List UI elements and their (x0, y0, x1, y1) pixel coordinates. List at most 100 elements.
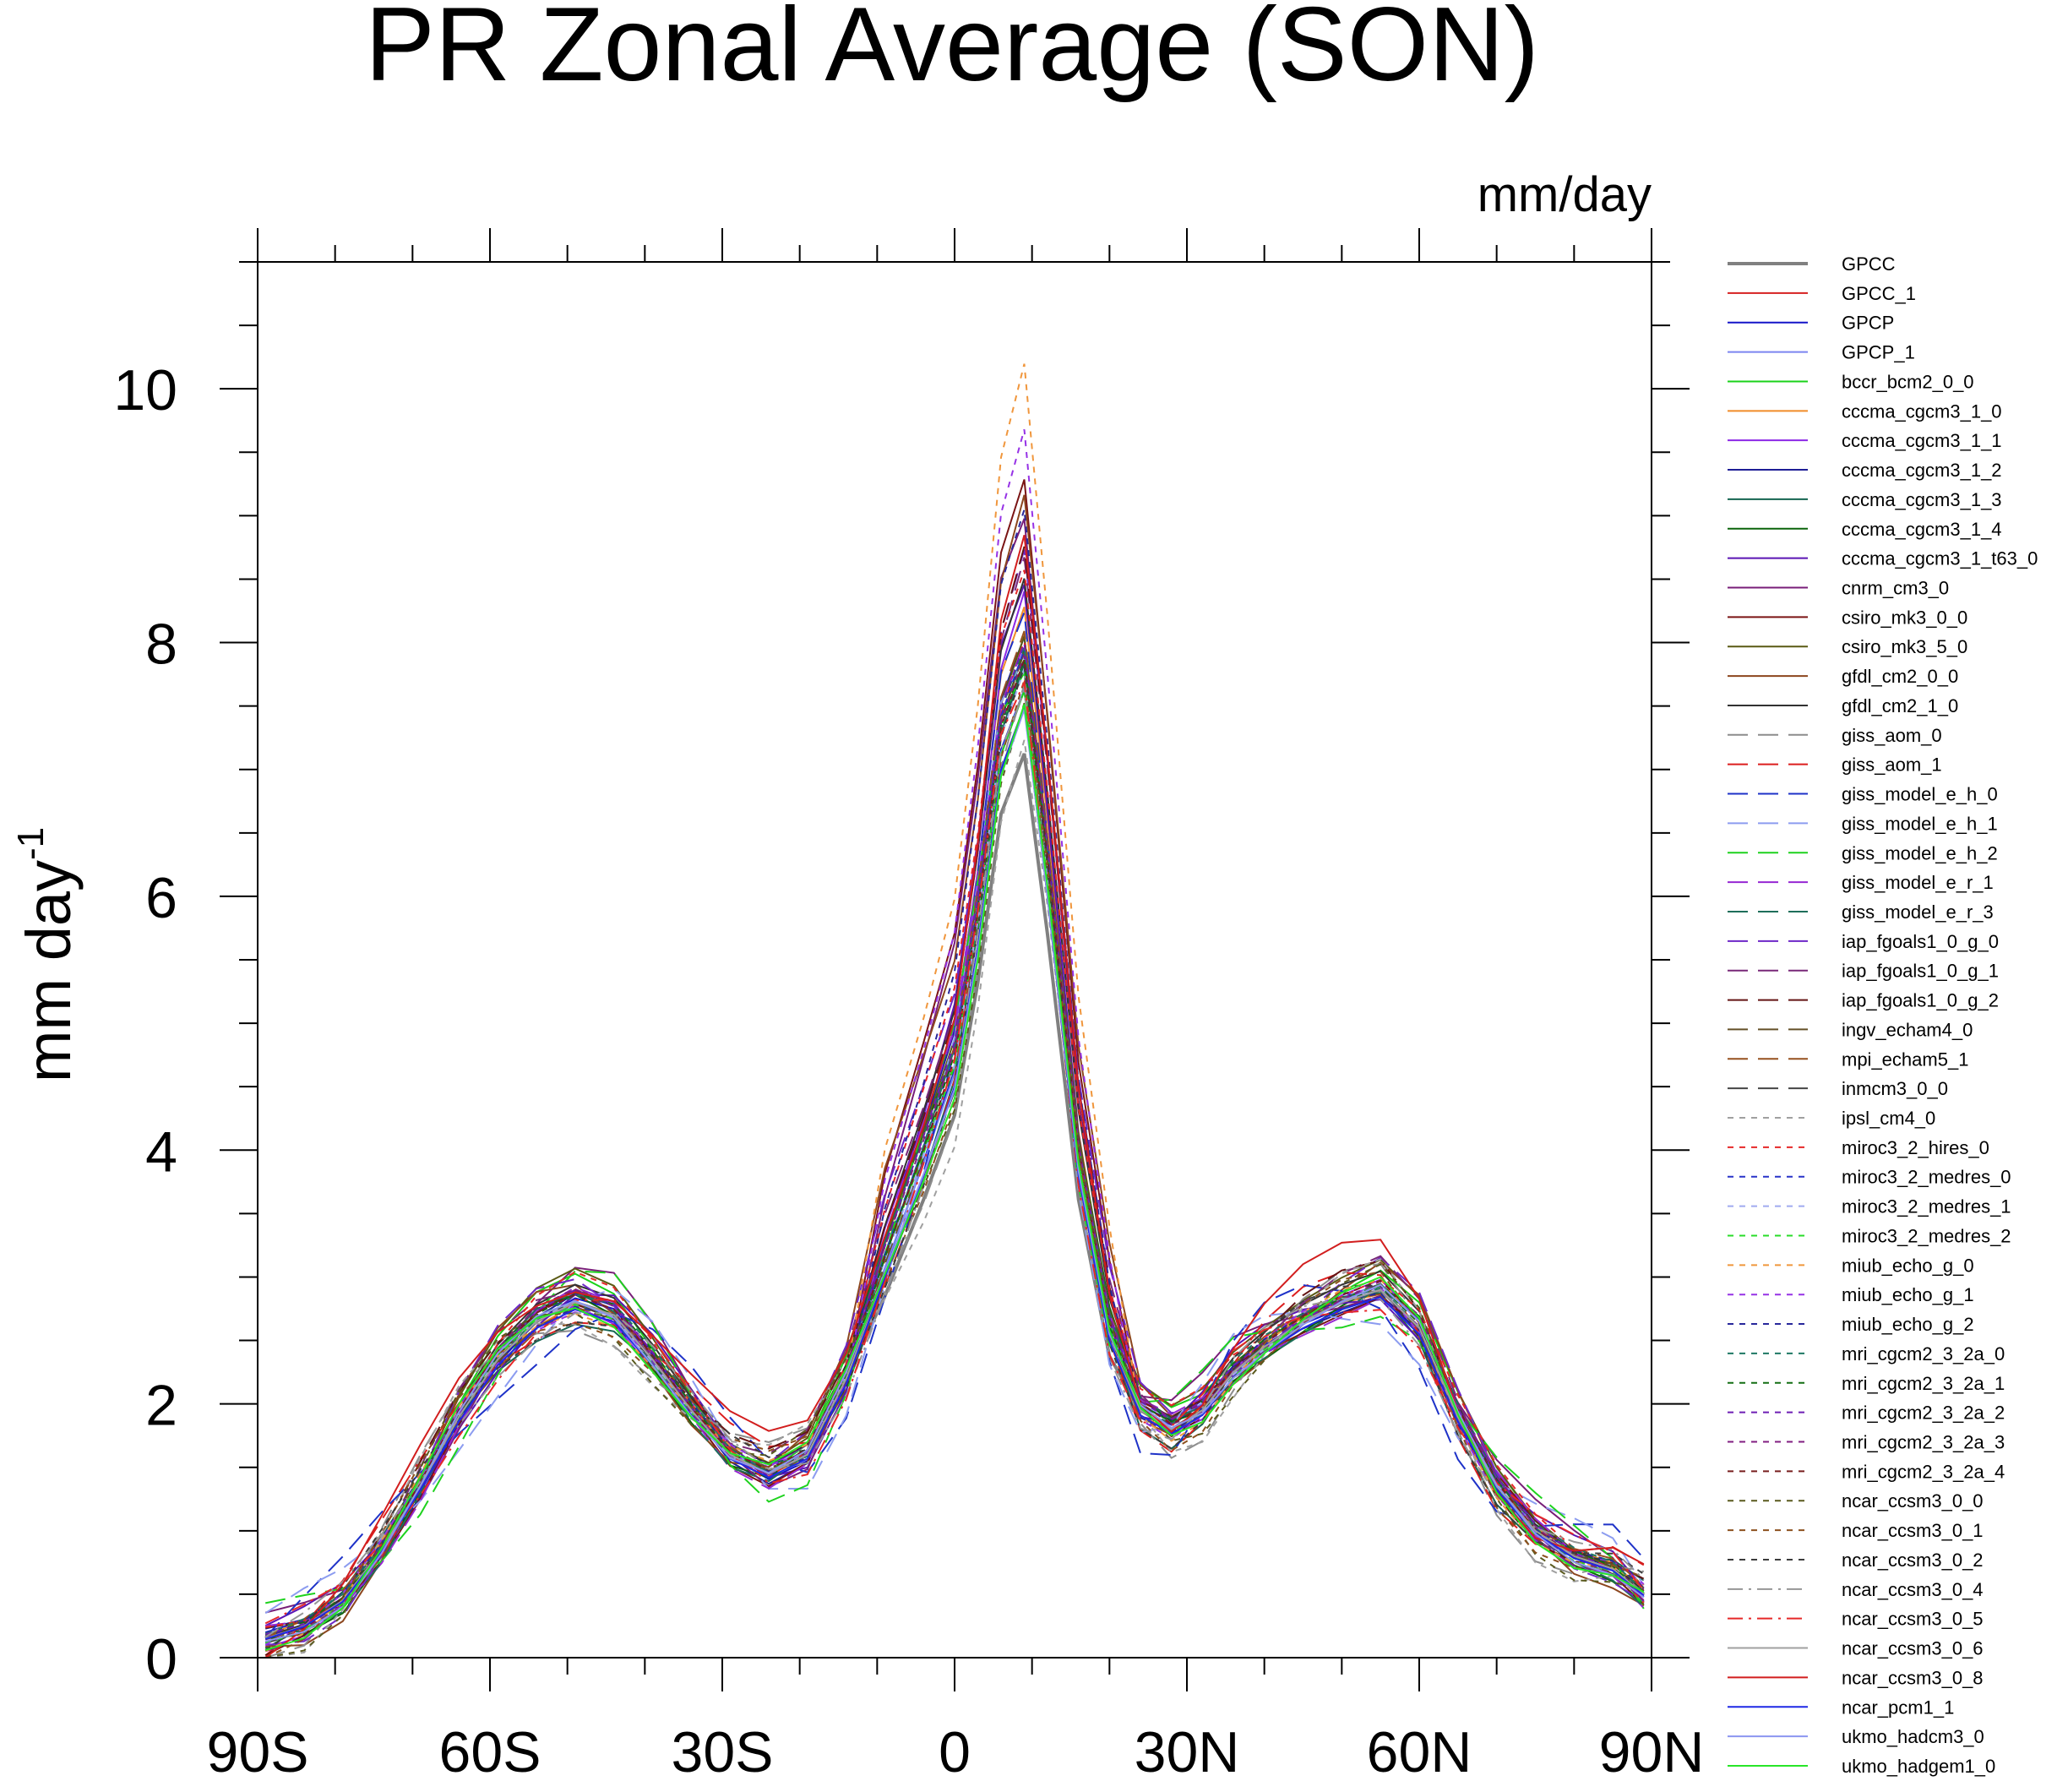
legend-label-csiro_mk3_0_0: csiro_mk3_0_0 (1842, 607, 1967, 628)
series-line-giss_aom_0 (264, 684, 1644, 1659)
legend-label-mri_cgcm2_3_2a_4: mri_cgcm2_3_2a_4 (1842, 1461, 2005, 1482)
legend-label-bccr_bcm2_0_0: bccr_bcm2_0_0 (1842, 371, 1974, 392)
legend-label-ncar_ccsm3_0_5: ncar_ccsm3_0_5 (1842, 1609, 1984, 1630)
series-line-inmcm3_0_0 (264, 707, 1645, 1644)
series-line-ncar_ccsm3_0_1 (264, 679, 1645, 1659)
legend-label-ncar_ccsm3_0_6: ncar_ccsm3_0_6 (1842, 1638, 1984, 1659)
series-line-GPCC (264, 753, 1646, 1641)
legend-label-giss_model_e_h_1: giss_model_e_h_1 (1842, 813, 1998, 834)
y-axis-label: mm day-1 (10, 827, 84, 1082)
legend-label-cccma_cgcm3_1_3: cccma_cgcm3_1_3 (1842, 489, 2002, 510)
series-line-miroc3_2_medres_0 (264, 648, 1645, 1640)
series-line-mri_cgcm2_3_2a_4 (264, 658, 1645, 1641)
series-line-mri_cgcm2_3_2a_3 (265, 655, 1645, 1637)
x-tick-label: 30S (672, 1720, 774, 1784)
legend-label-mri_cgcm2_3_2a_2: mri_cgcm2_3_2a_2 (1842, 1403, 2005, 1424)
series-line-gfdl_cm2_0_0 (265, 494, 1645, 1648)
legend-label-mri_cgcm2_3_2a_3: mri_cgcm2_3_2a_3 (1842, 1432, 2005, 1453)
legend-label-inmcm3_0_0: inmcm3_0_0 (1842, 1078, 1948, 1099)
y-tick-label: 10 (113, 358, 177, 422)
series-line-miroc3_2_medres_2 (264, 657, 1645, 1644)
legend-label-ingv_echam4_0: ingv_echam4_0 (1842, 1019, 1973, 1040)
legend-label-giss_model_e_h_2: giss_model_e_h_2 (1842, 842, 1998, 863)
x-tick-label: 0 (939, 1720, 971, 1784)
x-tick-label: 90S (207, 1720, 309, 1784)
x-tick-label: 90N (1599, 1720, 1705, 1784)
legend-label-ukmo_hadgem1_0: ukmo_hadgem1_0 (1842, 1756, 1995, 1777)
y-tick-label: 0 (145, 1627, 177, 1691)
legend-label-GPCP_1: GPCP_1 (1842, 342, 1915, 363)
axis-ticks: 90S 60S 30S 0 30N 60N 90N 0 2 4 6 8 10 (113, 228, 1704, 1784)
legend-label-miroc3_2_hires_0: miroc3_2_hires_0 (1842, 1137, 1989, 1158)
legend-label-mri_cgcm2_3_2a_0: mri_cgcm2_3_2a_0 (1842, 1343, 2005, 1364)
legend-label-ncar_ccsm3_0_0: ncar_ccsm3_0_0 (1842, 1490, 1984, 1511)
series-line-giss_model_e_h_2 (265, 669, 1645, 1610)
legend-label-ukmo_hadcm3_0: ukmo_hadcm3_0 (1842, 1726, 1984, 1747)
series-line-giss_model_e_h_0 (264, 612, 1645, 1638)
x-tick-label: 60S (439, 1720, 541, 1784)
legend-label-gfdl_cm2_0_0: gfdl_cm2_0_0 (1842, 666, 1958, 687)
legend-label-cccma_cgcm3_1_0: cccma_cgcm3_1_0 (1842, 400, 2002, 422)
series-line-mpi_echam5_1 (264, 630, 1645, 1639)
series-line-mri_cgcm2_3_2a_0 (264, 646, 1645, 1635)
legend-label-miroc3_2_medres_0: miroc3_2_medres_0 (1842, 1167, 2011, 1188)
series-line-giss_model_e_h_1 (264, 654, 1645, 1615)
series-line-iap_fgoals1_0_g_2 (264, 546, 1645, 1656)
series-line-cccma_cgcm3_1_3 (264, 662, 1645, 1650)
legend: GPCC GPCC_1 GPCP GPCP_1 bccr_bcm2_0_0 cccma_c… (1728, 253, 2038, 1777)
legend-label-iap_fgoals1_0_g_1: iap_fgoals1_0_g_1 (1842, 961, 1999, 982)
legend-label-iap_fgoals1_0_g_2: iap_fgoals1_0_g_2 (1842, 990, 1999, 1011)
legend-label-giss_aom_1: giss_aom_1 (1842, 754, 1942, 776)
y-tick-label: 2 (145, 1374, 177, 1438)
legend-label-GPCC_1: GPCC_1 (1842, 283, 1916, 304)
legend-label-ncar_ccsm3_0_8: ncar_ccsm3_0_8 (1842, 1667, 1984, 1688)
x-tick-label: 30N (1135, 1720, 1240, 1784)
y-tick-label: 4 (145, 1119, 177, 1184)
series-line-ukmo_hadcm3_0 (264, 709, 1645, 1642)
legend-label-cccma_cgcm3_1_2: cccma_cgcm3_1_2 (1842, 460, 2002, 481)
series-line-ncar_ccsm3_0_4 (264, 690, 1645, 1638)
series-line-ncar_ccsm3_0_6 (264, 705, 1645, 1640)
series-line-GPCP_1 (264, 689, 1645, 1637)
series-line-mri_cgcm2_3_2a_1 (264, 659, 1645, 1636)
chart-title: PR Zonal Average (SON) (365, 0, 1539, 103)
legend-label-cccma_cgcm3_1_1: cccma_cgcm3_1_1 (1842, 430, 2002, 451)
legend-label-giss_model_e_h_0: giss_model_e_h_0 (1842, 784, 1998, 805)
y-axis-label-superscript: -1 (10, 827, 52, 860)
legend-label-miub_echo_g_0: miub_echo_g_0 (1842, 1255, 1974, 1276)
legend-label-gfdl_cm2_1_0: gfdl_cm2_1_0 (1842, 695, 1958, 716)
legend-label-ncar_pcm1_1: ncar_pcm1_1 (1842, 1697, 1954, 1718)
series-line-csiro_mk3_5_0 (264, 635, 1645, 1637)
legend-label-mri_cgcm2_3_2a_1: mri_cgcm2_3_2a_1 (1842, 1373, 2005, 1394)
series-line-ukmo_hadgem1_0 (264, 704, 1645, 1652)
legend-label-miroc3_2_medres_2: miroc3_2_medres_2 (1842, 1225, 2011, 1246)
legend-label-iap_fgoals1_0_g_0: iap_fgoals1_0_g_0 (1842, 931, 1999, 952)
series-line-ncar_ccsm3_0_8 (264, 535, 1645, 1659)
units-label: mm/day (1478, 167, 1652, 222)
series-line-cccma_cgcm3_1_0 (264, 607, 1645, 1637)
series-line-bccr_bcm2_0_0 (265, 690, 1645, 1635)
legend-label-cccma_cgcm3_1_t63_0: cccma_cgcm3_1_t63_0 (1842, 548, 2038, 569)
legend-label-giss_model_e_r_3: giss_model_e_r_3 (1842, 901, 1994, 923)
series-line-ncar_ccsm3_0_2 (264, 666, 1645, 1652)
legend-label-ncar_ccsm3_0_2: ncar_ccsm3_0_2 (1842, 1550, 1984, 1571)
series-line-miroc3_2_medres_1 (264, 668, 1645, 1641)
legend-label-cnrm_cm3_0: cnrm_cm3_0 (1842, 577, 1949, 598)
series-line-ipsl_cm4_0 (265, 739, 1644, 1659)
legend-label-GPCC: GPCC (1842, 253, 1896, 275)
legend-label-cccma_cgcm3_1_4: cccma_cgcm3_1_4 (1842, 519, 2002, 540)
series-line-cccma_cgcm3_1_2 (264, 636, 1645, 1630)
x-tick-label: 60N (1367, 1720, 1472, 1784)
legend-label-csiro_mk3_5_0: csiro_mk3_5_0 (1842, 636, 1967, 657)
series-line-giss_model_e_r_1 (265, 643, 1645, 1627)
series-line-iap_fgoals1_0_g_1 (264, 557, 1645, 1653)
series-line-cccma_cgcm3_1_4 (265, 650, 1645, 1640)
y-axis-label-text: mm day (14, 860, 84, 1082)
series-line-ncar_ccsm3_0_0 (265, 702, 1645, 1659)
legend-label-miroc3_2_medres_1: miroc3_2_medres_1 (1842, 1196, 2011, 1217)
legend-label-miub_echo_g_2: miub_echo_g_2 (1842, 1314, 1974, 1335)
legend-label-ncar_ccsm3_0_1: ncar_ccsm3_0_1 (1842, 1520, 1984, 1541)
series-line-GPCC_1 (264, 705, 1645, 1640)
series-line-ncar_pcm1_1 (264, 705, 1645, 1640)
